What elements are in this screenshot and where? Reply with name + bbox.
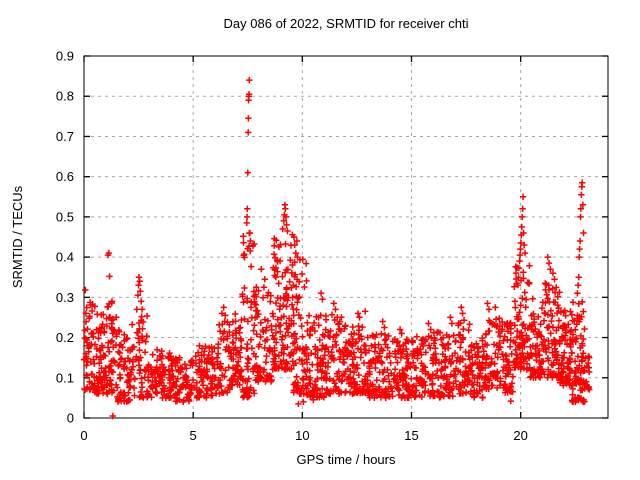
y-tick-label: 0.4 <box>56 250 74 265</box>
y-tick-label: 0.9 <box>56 49 74 64</box>
y-tick-label: 0 <box>67 411 74 426</box>
plot-frame <box>83 55 609 419</box>
y-tick-label: 0.5 <box>56 209 74 224</box>
x-tick-label: 0 <box>80 428 87 443</box>
y-tick-label: 0.8 <box>56 89 74 104</box>
x-tick-label: 5 <box>190 428 197 443</box>
y-tick-label: 0.1 <box>56 370 74 385</box>
chart-title: Day 086 of 2022, SRMTID for receiver cht… <box>223 16 469 31</box>
x-tick-label: 20 <box>513 428 527 443</box>
y-tick-label: 0.3 <box>56 290 74 305</box>
y-tick-label: 0.7 <box>56 129 74 144</box>
x-tick-label: 10 <box>295 428 309 443</box>
y-tick-label: 0.2 <box>56 330 74 345</box>
y-tick-label: 0.6 <box>56 169 74 184</box>
x-tick-label: 15 <box>404 428 418 443</box>
x-axis-title: GPS time / hours <box>296 452 396 467</box>
data-points <box>80 76 593 420</box>
